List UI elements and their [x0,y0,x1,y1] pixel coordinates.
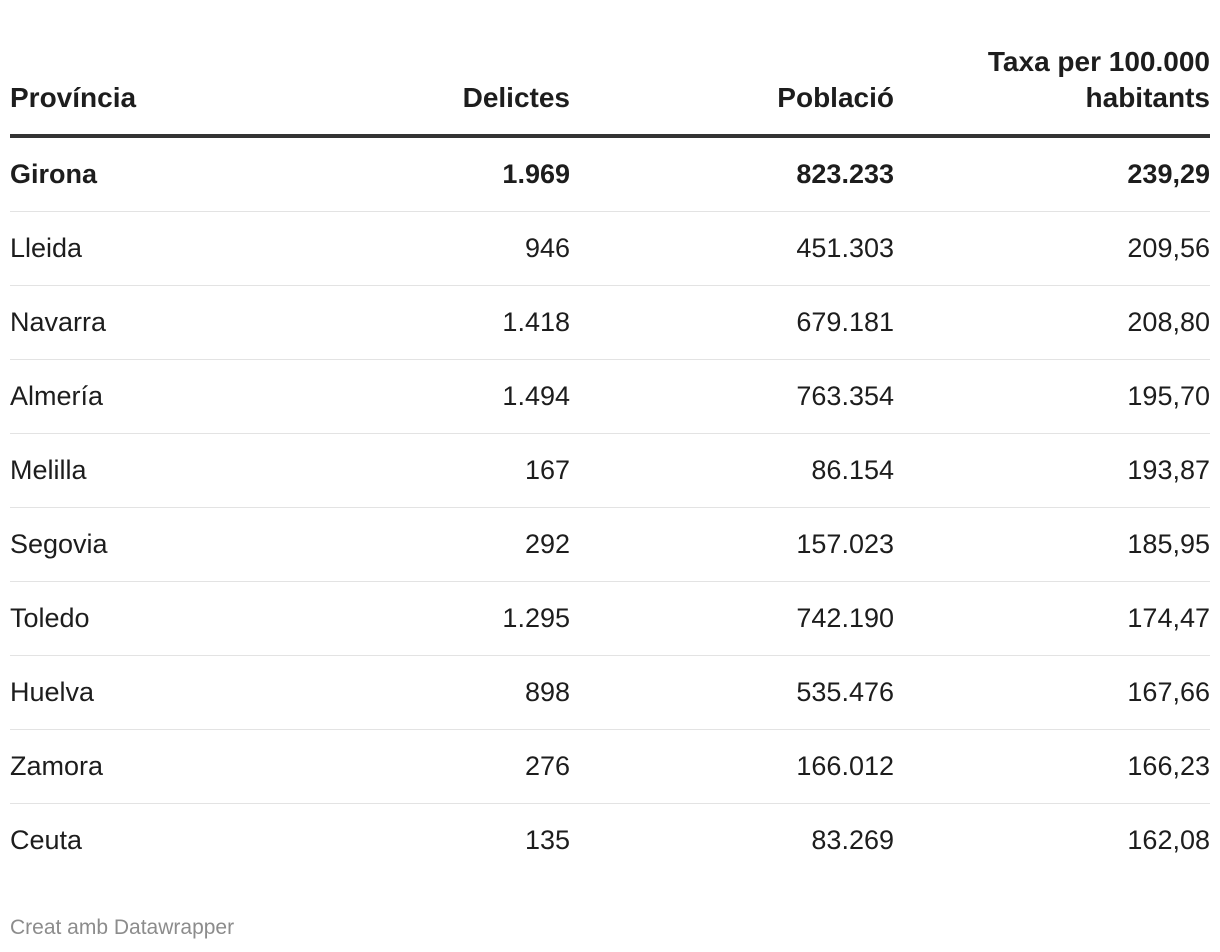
table-row: Segovia 292 157.023 185,95 [10,507,1210,582]
cell-provincia: Lleida [10,211,360,286]
table-row: Ceuta 135 83.269 162,08 [10,804,1210,878]
column-header-taxa-line1: Taxa per 100.000 [987,46,1210,77]
cell-taxa: 193,87 [894,433,1210,508]
data-table: Província Delictes Població Taxa per 100… [10,40,1210,877]
cell-poblacio: 679.181 [570,285,894,360]
table-row: Girona 1.969 823.233 239,29 [10,136,1210,212]
table-row: Almería 1.494 763.354 195,70 [10,359,1210,434]
cell-provincia: Girona [10,136,360,212]
header-row: Província Delictes Població Taxa per 100… [10,40,1210,138]
table-row: Zamora 276 166.012 166,23 [10,729,1210,804]
data-table-container: Província Delictes Població Taxa per 100… [10,40,1210,877]
cell-provincia: Zamora [10,729,360,804]
table-row: Toledo 1.295 742.190 174,47 [10,581,1210,656]
cell-taxa: 195,70 [894,359,1210,434]
cell-delictes: 1.418 [360,285,570,360]
table-row: Navarra 1.418 679.181 208,80 [10,285,1210,360]
table-body: Girona 1.969 823.233 239,29 Lleida 946 451.303… [10,136,1210,877]
cell-provincia: Toledo [10,581,360,656]
column-header-taxa[interactable]: Taxa per 100.000 habitants [894,40,1210,138]
cell-taxa: 167,66 [894,655,1210,730]
cell-taxa: 209,56 [894,211,1210,286]
cell-provincia: Melilla [10,433,360,508]
cell-delictes: 135 [524,825,570,855]
table-row: Lleida 946 451.303 209,56 [10,211,1210,286]
column-header-taxa-line2: habitants [1085,82,1210,113]
cell-delictes: 1.295 [360,581,570,656]
cell-poblacio: 157.023 [570,507,894,582]
cell-poblacio: 742.190 [570,581,894,656]
cell-delictes: 167 [360,433,570,508]
cell-taxa: 162,08 [1127,825,1210,855]
cell-poblacio: 451.303 [570,211,894,286]
cell-provincia: Huelva [10,655,360,730]
cell-delictes: 946 [360,211,570,286]
table-row: Huelva 898 535.476 167,66 [10,655,1210,730]
cell-poblacio: 763.354 [570,359,894,434]
cell-taxa: 208,80 [894,285,1210,360]
cell-poblacio: 166.012 [570,729,894,804]
column-header-delictes[interactable]: Delictes [360,40,570,138]
cell-poblacio: 535.476 [570,655,894,730]
column-header-poblacio[interactable]: Població [570,40,894,138]
cell-poblacio: 86.154 [570,433,894,508]
table-row: Melilla 167 86.154 193,87 [10,433,1210,508]
cell-poblacio: 823.233 [570,136,894,212]
cell-delictes: 1.494 [360,359,570,434]
cell-delictes: 292 [360,507,570,582]
cell-provincia: Navarra [10,285,360,360]
datawrapper-credit[interactable]: Creat amb Datawrapper [10,916,235,939]
cell-provincia: Segovia [10,507,360,582]
cell-taxa: 239,29 [894,136,1210,212]
cell-taxa: 185,95 [894,507,1210,582]
column-header-provincia[interactable]: Província [10,40,360,138]
table-header: Província Delictes Població Taxa per 100… [10,40,1210,138]
cell-delictes: 898 [360,655,570,730]
cell-delictes: 276 [360,729,570,804]
cell-taxa: 174,47 [894,581,1210,656]
cell-provincia: Ceuta [10,825,83,855]
cell-poblacio: 83.269 [811,825,894,855]
cell-provincia: Almería [10,359,360,434]
cell-delictes: 1.969 [360,136,570,212]
cell-taxa: 166,23 [894,729,1210,804]
